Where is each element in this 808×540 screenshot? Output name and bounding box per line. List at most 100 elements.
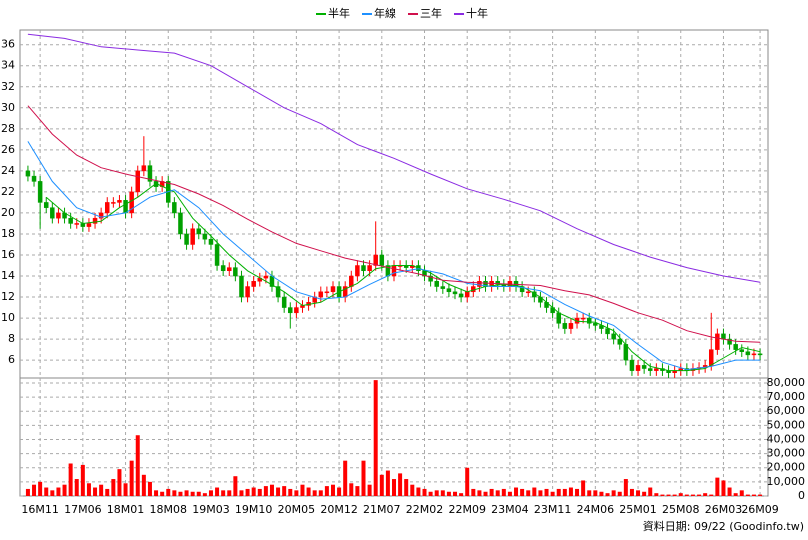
candle-body bbox=[721, 333, 726, 340]
volume-bar bbox=[727, 487, 732, 496]
candle-body bbox=[135, 170, 141, 193]
volume-bar bbox=[581, 480, 586, 496]
candle-body bbox=[318, 291, 324, 298]
candle-body bbox=[92, 217, 98, 224]
candle-body bbox=[629, 359, 635, 371]
candle-body bbox=[349, 275, 354, 287]
volume-bar bbox=[672, 494, 677, 496]
volume-bar bbox=[751, 494, 756, 496]
volume-bar bbox=[501, 488, 506, 496]
volume-bar bbox=[568, 487, 573, 496]
volume-tick-label: 60,000 bbox=[767, 404, 806, 417]
candle-body bbox=[123, 200, 128, 214]
x-tick-label: 24M06 bbox=[577, 503, 615, 516]
volume-bar bbox=[80, 464, 85, 496]
volume-bar bbox=[623, 479, 628, 496]
candle-body bbox=[104, 202, 110, 214]
volume-bar bbox=[99, 484, 104, 496]
volume-bar bbox=[269, 484, 274, 496]
volume-bar bbox=[398, 473, 403, 496]
volume-bar bbox=[721, 480, 726, 496]
volume-bar bbox=[495, 490, 500, 496]
volume-bar bbox=[257, 488, 262, 496]
candle-body bbox=[452, 291, 458, 295]
candle-body bbox=[739, 349, 745, 352]
volume-bar bbox=[538, 490, 543, 496]
candle-body bbox=[233, 267, 238, 277]
candle-body bbox=[86, 223, 92, 227]
volume-bar bbox=[221, 490, 226, 496]
candle-body bbox=[580, 317, 586, 320]
candle-body bbox=[117, 200, 122, 203]
volume-bar bbox=[172, 490, 177, 496]
candle-body bbox=[379, 254, 385, 266]
candle-body bbox=[43, 202, 49, 208]
x-tick-label: 23M04 bbox=[491, 503, 529, 516]
volume-bar bbox=[642, 491, 647, 496]
volume-bar bbox=[337, 487, 342, 496]
volume-bar bbox=[392, 479, 396, 496]
volume-bar bbox=[617, 491, 622, 496]
candle-body bbox=[477, 281, 482, 287]
y-tick-label: 16 bbox=[1, 248, 15, 261]
volume-bar bbox=[416, 487, 421, 496]
candle-body bbox=[745, 351, 751, 356]
volume-bar bbox=[196, 491, 201, 496]
volume-bar bbox=[410, 484, 415, 496]
volume-bar bbox=[251, 487, 256, 496]
volume-bar bbox=[465, 467, 470, 496]
x-tick-label: 17M06 bbox=[64, 503, 102, 516]
candle-body bbox=[111, 202, 116, 204]
candle-body bbox=[361, 265, 366, 272]
x-tick-label: 25M08 bbox=[662, 503, 700, 516]
volume-bar bbox=[514, 487, 519, 496]
volume-bar bbox=[422, 488, 427, 496]
volume-bar bbox=[367, 484, 372, 496]
volume-bar bbox=[562, 488, 567, 496]
volume-tick-label: 40,000 bbox=[767, 432, 806, 445]
volume-bar bbox=[520, 488, 525, 496]
candle-body bbox=[373, 254, 378, 266]
candle-body bbox=[56, 212, 61, 219]
volume-bar bbox=[593, 490, 598, 496]
volume-bar bbox=[56, 487, 61, 496]
y-tick-label: 32 bbox=[1, 80, 15, 93]
y-tick-label: 8 bbox=[8, 332, 15, 345]
x-tick-label: 22M09 bbox=[448, 503, 486, 516]
candle-body bbox=[275, 286, 281, 298]
candle-body bbox=[98, 212, 104, 219]
candle-body bbox=[220, 265, 226, 272]
x-tick-label: 26M03 bbox=[705, 503, 743, 516]
candle-body bbox=[757, 353, 763, 356]
candle-body bbox=[647, 368, 653, 371]
candle-body bbox=[434, 281, 439, 287]
x-tick-label: 26M09 bbox=[741, 503, 779, 516]
x-tick-label: 19M03 bbox=[192, 503, 230, 516]
volume-bar bbox=[276, 487, 281, 496]
volume-bar bbox=[50, 490, 55, 496]
volume-bar bbox=[660, 494, 665, 496]
candle-body bbox=[330, 286, 336, 293]
y-tick-label: 18 bbox=[1, 227, 15, 240]
y-tick-label: 30 bbox=[1, 101, 15, 114]
volume-bar bbox=[300, 484, 305, 496]
candle-body bbox=[208, 238, 214, 245]
candle-body bbox=[251, 281, 256, 287]
legend: 半年 年線 三年 十年 bbox=[316, 6, 488, 20]
volume-bar bbox=[550, 491, 555, 496]
candle-body bbox=[525, 291, 531, 294]
legend-label: 年線 bbox=[374, 6, 396, 20]
candle-body bbox=[202, 233, 208, 240]
volume-bar bbox=[471, 488, 476, 496]
candle-body bbox=[654, 368, 659, 371]
volume-bar bbox=[129, 460, 134, 496]
volume-bar bbox=[147, 481, 152, 496]
volume-bar bbox=[68, 463, 73, 496]
volume-bar bbox=[202, 493, 207, 496]
volume-bar bbox=[385, 470, 390, 496]
candle-body bbox=[586, 317, 592, 324]
volume-bar bbox=[556, 488, 561, 496]
volume-bar bbox=[440, 490, 445, 496]
volume-bar bbox=[507, 491, 512, 496]
